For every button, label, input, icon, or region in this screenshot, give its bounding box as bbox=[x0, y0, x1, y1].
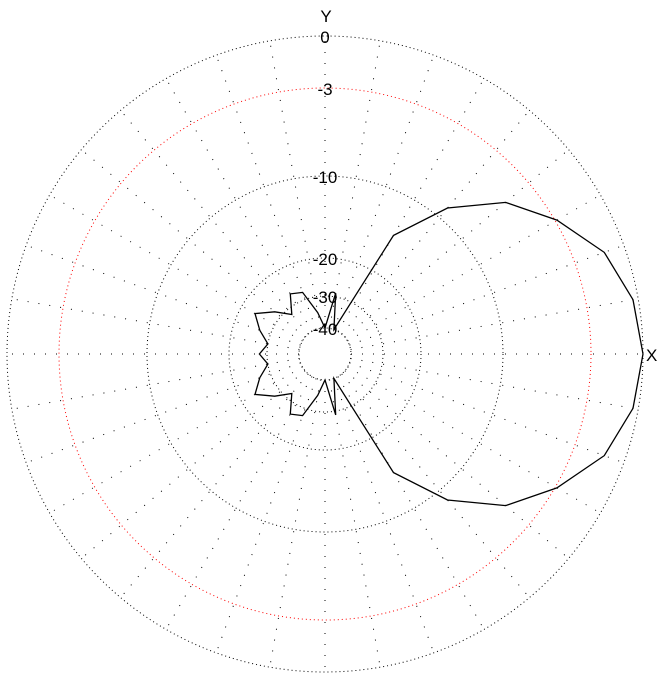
spoke-line bbox=[344, 370, 569, 559]
grid-ring bbox=[266, 295, 384, 413]
spoke-grid bbox=[7, 36, 643, 672]
radiation-pattern-line bbox=[254, 201, 644, 507]
spoke-line bbox=[215, 55, 317, 330]
spoke-line bbox=[49, 366, 303, 514]
spoke-line bbox=[11, 358, 300, 410]
spoke-line bbox=[347, 194, 601, 342]
highlight-ring bbox=[58, 87, 592, 621]
ring-grid bbox=[6, 35, 644, 673]
ring-label: -3 bbox=[317, 80, 332, 99]
spoke-line bbox=[329, 379, 381, 668]
spoke-line bbox=[341, 373, 530, 598]
spoke-line bbox=[333, 55, 435, 330]
ring-label: -10 bbox=[313, 168, 338, 187]
spoke-line bbox=[350, 298, 639, 350]
ring-label: 0 bbox=[320, 28, 329, 47]
spoke-line bbox=[11, 298, 300, 350]
grid-ring bbox=[6, 35, 644, 673]
spoke-line bbox=[349, 362, 624, 464]
grid-ring bbox=[228, 257, 422, 451]
spoke-line bbox=[347, 366, 601, 514]
ring-label: -20 bbox=[313, 250, 338, 269]
spoke-line bbox=[333, 378, 435, 653]
spoke-line bbox=[337, 78, 485, 332]
spoke-line bbox=[81, 370, 306, 559]
ring-label: -30 bbox=[313, 288, 338, 307]
x-axis-label: X bbox=[646, 346, 657, 365]
spoke-line bbox=[81, 149, 306, 338]
grid-ring bbox=[146, 175, 504, 533]
spoke-line bbox=[120, 373, 309, 598]
spoke-line bbox=[341, 110, 530, 335]
spoke-line bbox=[350, 358, 639, 410]
spoke-line bbox=[49, 194, 303, 342]
spoke-line bbox=[269, 379, 321, 668]
ring-labels: 0-3-10-20-30-40 bbox=[313, 28, 338, 339]
spoke-line bbox=[337, 376, 485, 630]
spoke-line bbox=[215, 378, 317, 653]
spoke-line bbox=[344, 149, 569, 338]
y-axis-label: Y bbox=[320, 7, 331, 26]
spoke-line bbox=[349, 244, 624, 346]
spoke-line bbox=[120, 110, 309, 335]
